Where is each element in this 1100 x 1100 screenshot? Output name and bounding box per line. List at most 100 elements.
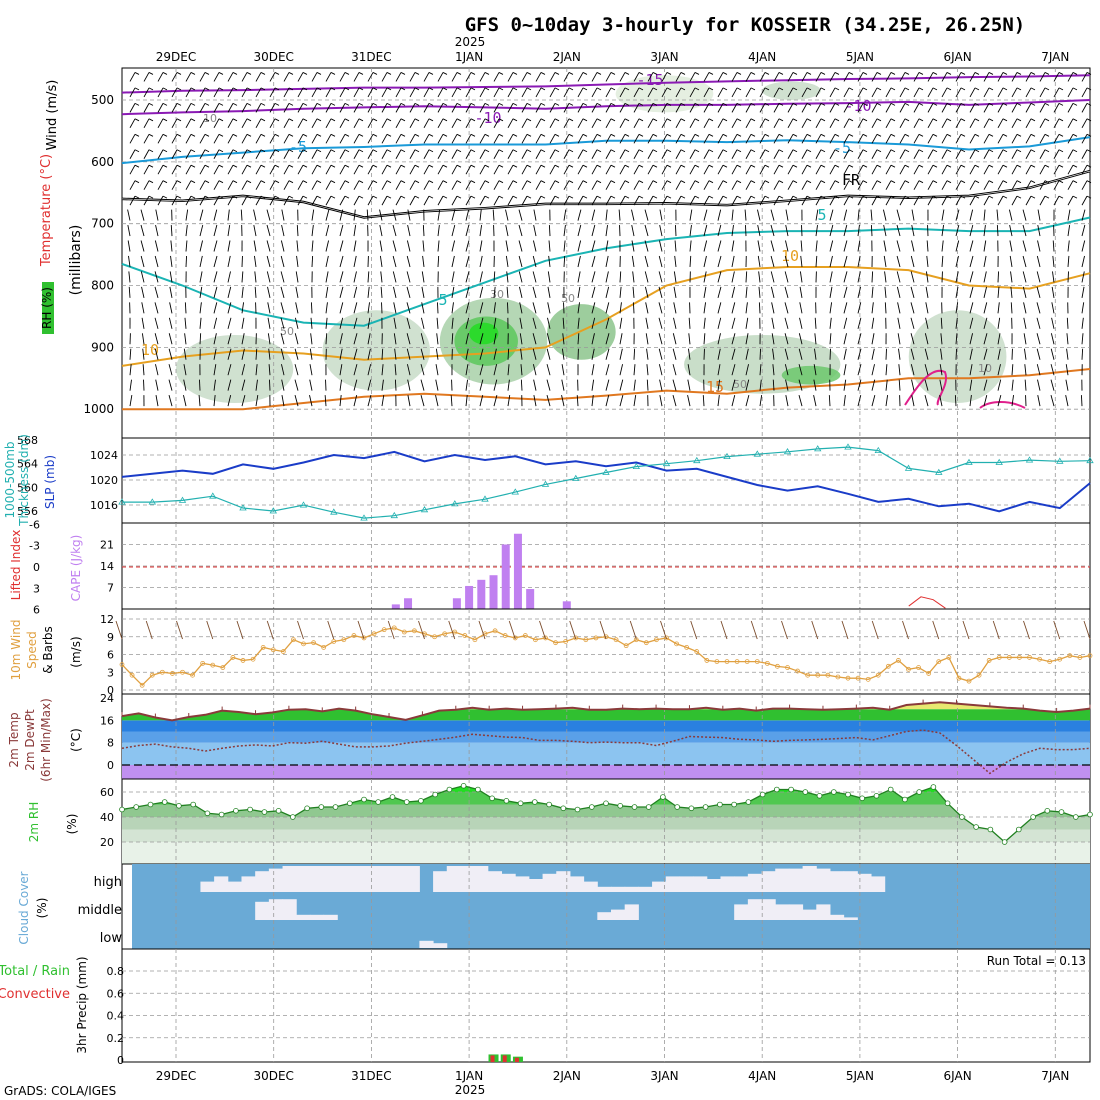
wind-barb [813, 364, 817, 376]
wind-barb [339, 395, 342, 407]
wind-barb [884, 286, 887, 298]
wind-barb [379, 255, 383, 268]
wind-barb [227, 164, 234, 175]
rh-marker [916, 789, 922, 795]
thickness-marker [511, 488, 520, 495]
wind-barb [227, 333, 232, 345]
wind-barb [353, 333, 358, 345]
wind-barb [142, 364, 145, 376]
wind-barb [325, 240, 330, 252]
cloud-cell [652, 881, 667, 892]
wind-barb [857, 180, 864, 190]
wind-barb [731, 286, 736, 298]
wind-barb-flag [316, 149, 322, 153]
wind-barb [127, 240, 131, 252]
wind-barb [633, 87, 640, 98]
wind-barb [294, 379, 299, 391]
wind-speed-marker [805, 672, 811, 678]
wind-barb [269, 72, 276, 82]
wind-barb [773, 103, 780, 113]
wind-barb-flag [302, 72, 308, 75]
surface-wind-barb [387, 620, 395, 640]
thickness-marker [269, 507, 278, 514]
wind-barb [507, 180, 514, 190]
wind-barb-flag [624, 118, 630, 122]
rh-marker [645, 804, 652, 810]
wind-barb [773, 72, 780, 82]
wind-barb [392, 255, 397, 268]
wind-barb-flag [162, 164, 168, 168]
wind-barb [393, 302, 397, 314]
wind-barb [784, 286, 789, 299]
wind-barb [799, 286, 803, 298]
wind-barb [969, 195, 976, 206]
wind-barb [759, 395, 763, 407]
wind-barb [843, 195, 850, 206]
wind-barb [759, 164, 766, 175]
wind-barb [717, 255, 722, 268]
wind-barb [281, 224, 285, 237]
wind-barb [759, 72, 766, 82]
wind-barb [168, 348, 173, 360]
wind-barb-flag [1016, 118, 1022, 122]
wind-barb [450, 395, 453, 407]
wind-barb [759, 118, 766, 129]
wind-barb [983, 164, 990, 175]
wind-barb [941, 240, 944, 252]
wind-barb-flag [190, 180, 196, 184]
wind-barb [771, 333, 775, 345]
wind-barb-flag [204, 180, 210, 184]
wind-barb [493, 379, 498, 391]
wind-barb-flag [932, 164, 938, 168]
wind-barb [619, 180, 626, 190]
wind-barb [1008, 209, 1013, 221]
wind-barb [843, 164, 850, 175]
wind-barb [269, 195, 276, 206]
axis-label: 2m RH [27, 802, 41, 843]
wind-barb [941, 209, 945, 221]
wind-barb [280, 255, 285, 268]
wind-barb [168, 364, 173, 376]
wind-barb [283, 87, 290, 98]
thickness-marker [935, 468, 943, 475]
wind-barb [969, 209, 974, 221]
wind-barb-flag [148, 133, 154, 137]
wind-barb [798, 348, 803, 360]
wind-speed-marker [401, 629, 407, 635]
wind-barb [983, 302, 988, 314]
wind-barb-flag [148, 118, 154, 122]
wind-barb [465, 195, 472, 206]
wind-speed-marker [553, 640, 558, 646]
wind-barb [717, 379, 721, 391]
wind-barb-flag [582, 149, 588, 153]
wind-barb [227, 302, 232, 314]
precip-tick-label: 0.4 [107, 1010, 125, 1023]
wind-barb [395, 195, 402, 206]
wind-barb-flag [1030, 102, 1036, 106]
wind-barb [955, 103, 962, 113]
wind-speed-marker [1017, 655, 1022, 660]
wind-barb [843, 348, 847, 360]
wind-barb [605, 286, 610, 298]
rh-shading [781, 365, 841, 385]
wind-barb-flag [470, 118, 476, 122]
wind-barb [185, 164, 192, 175]
wind-barb [325, 195, 332, 206]
wind-barb [183, 395, 187, 407]
wind-barb-flag [512, 133, 518, 137]
wind-barb-flag [806, 149, 812, 153]
wind-barb-flag [246, 195, 252, 199]
wind-barb [983, 209, 986, 221]
wind-barb [689, 103, 696, 113]
wind-barb-flag [470, 87, 476, 91]
wind-barb [451, 134, 458, 144]
wind-barb [213, 134, 220, 144]
cloud-cell [433, 943, 448, 948]
wind-barb [619, 164, 626, 175]
wind-barb [479, 87, 486, 98]
wind-barb [367, 364, 372, 376]
wind-barb [213, 271, 218, 283]
wind-barb [659, 209, 663, 221]
